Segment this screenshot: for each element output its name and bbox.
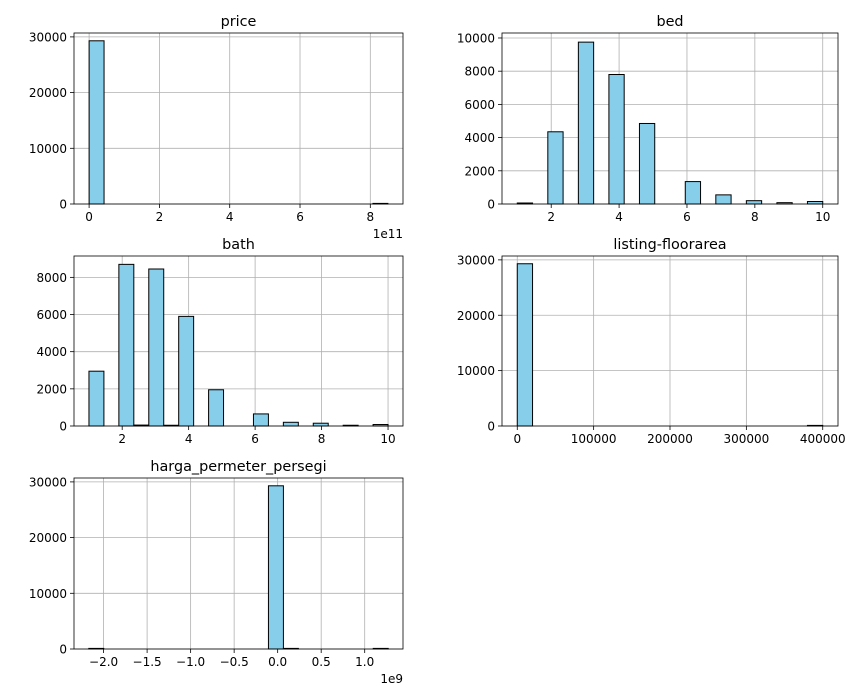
y-tick-label: 10000 [29,587,67,601]
y-tick-label: 30000 [29,30,67,44]
subplot-5: −2.0 −1.5 −1.0 −0.5 0.0 0.5 1.0 0 10000 20000 3000… [29,459,404,686]
y-tick-label: 20000 [457,309,495,323]
x-tick-label: 2 [547,210,555,224]
subplot-3: 2 4 6 8 10 0 2000 4000 6000 8000 bath [36,237,404,446]
axes-frame [73,32,404,205]
histogram-bar [547,131,564,205]
histogram-bar [608,74,625,205]
subplot-2: 2 4 6 8 10 0 2000 4000 6000 8000 10000 bed [457,14,839,224]
y-tick-label: 10000 [457,364,495,378]
y-tick-label: 6000 [36,308,67,322]
y-tick-label: 0 [59,420,67,434]
y-tick-label: 2000 [36,382,67,396]
x-tick-label: 300000 [723,432,769,446]
y-tick-label: 0 [487,198,495,212]
y-tick-label: 20000 [29,531,67,545]
histogram-bar [577,41,595,205]
x-tick-label: −2.0 [89,655,118,669]
y-tick-label: 30000 [29,475,67,489]
y-tick-label: 0 [59,198,67,212]
x-tick-label: 8 [318,432,326,446]
x-offset-label: 1e9 [380,672,403,686]
x-tick-label: 2 [156,210,164,224]
y-tick-label: 10000 [457,31,495,45]
y-tick-label: 20000 [29,86,67,100]
y-tick-label: 4000 [36,345,67,359]
histogram-bar [745,200,763,205]
histogram-bar [118,263,135,427]
x-tick-label: 0.0 [268,655,287,669]
y-tick-label: 2000 [464,164,495,178]
x-tick-label: 6 [251,432,259,446]
histogram-bar [88,370,105,427]
subplot-title: bed [656,14,683,30]
x-tick-label: 200000 [647,432,693,446]
x-tick-label: 1.0 [355,655,374,669]
x-tick-label: 6 [296,210,304,224]
x-tick-label: 400000 [800,432,846,446]
histogram-bar [208,389,225,427]
y-tick-label: 0 [487,420,495,434]
y-tick-label: 0 [59,643,67,657]
subplot-4: 0 100000 200000 300000 400000 0 10000 20000 3000… [457,237,846,446]
x-tick-label: 6 [683,210,691,224]
histogram-bar [516,263,534,427]
axes-frame [501,32,839,205]
x-offset-label: 1e11 [373,227,403,241]
axes-frame [73,255,404,427]
histogram-bar [638,122,656,205]
x-tick-label: 0.5 [312,655,331,669]
histogram-bar [282,421,299,427]
y-tick-label: 8000 [464,65,495,79]
x-tick-label: −1.5 [133,655,162,669]
histogram-bar [178,315,195,427]
x-tick-label: 4 [615,210,623,224]
histogram-bar [684,181,702,205]
x-tick-label: 4 [226,210,234,224]
histogram-bar [267,485,284,650]
subplot-title: price [221,14,257,30]
histogram-bar [252,413,269,427]
x-tick-label: 10 [380,432,395,446]
x-tick-label: 8 [751,210,759,224]
subplot-title: bath [222,237,255,253]
x-tick-label: 100000 [571,432,617,446]
x-tick-label: 10 [815,210,830,224]
x-tick-label: 8 [366,210,374,224]
x-tick-label: 2 [118,432,126,446]
subplot-1: 0 2 4 6 8 0 10000 20000 30000 price 1e11 [29,14,404,241]
x-tick-label: −1.0 [176,655,205,669]
y-tick-label: 8000 [36,271,67,285]
subplot-title: listing-floorarea [613,237,726,253]
axes-frame [73,477,404,650]
x-tick-label: −0.5 [220,655,249,669]
y-tick-label: 30000 [457,253,495,267]
x-tick-label: 0 [513,432,521,446]
histogram-bar [88,40,105,205]
y-tick-label: 4000 [464,131,495,145]
histogram-bar [312,422,329,427]
subplot-title: harga_permeter_persegi [150,459,326,475]
histogram-bar [148,268,165,427]
histogram-bar [715,194,732,205]
y-tick-label: 6000 [464,98,495,112]
x-tick-label: 4 [185,432,193,446]
y-tick-label: 10000 [29,142,67,156]
x-tick-label: 0 [85,210,93,224]
